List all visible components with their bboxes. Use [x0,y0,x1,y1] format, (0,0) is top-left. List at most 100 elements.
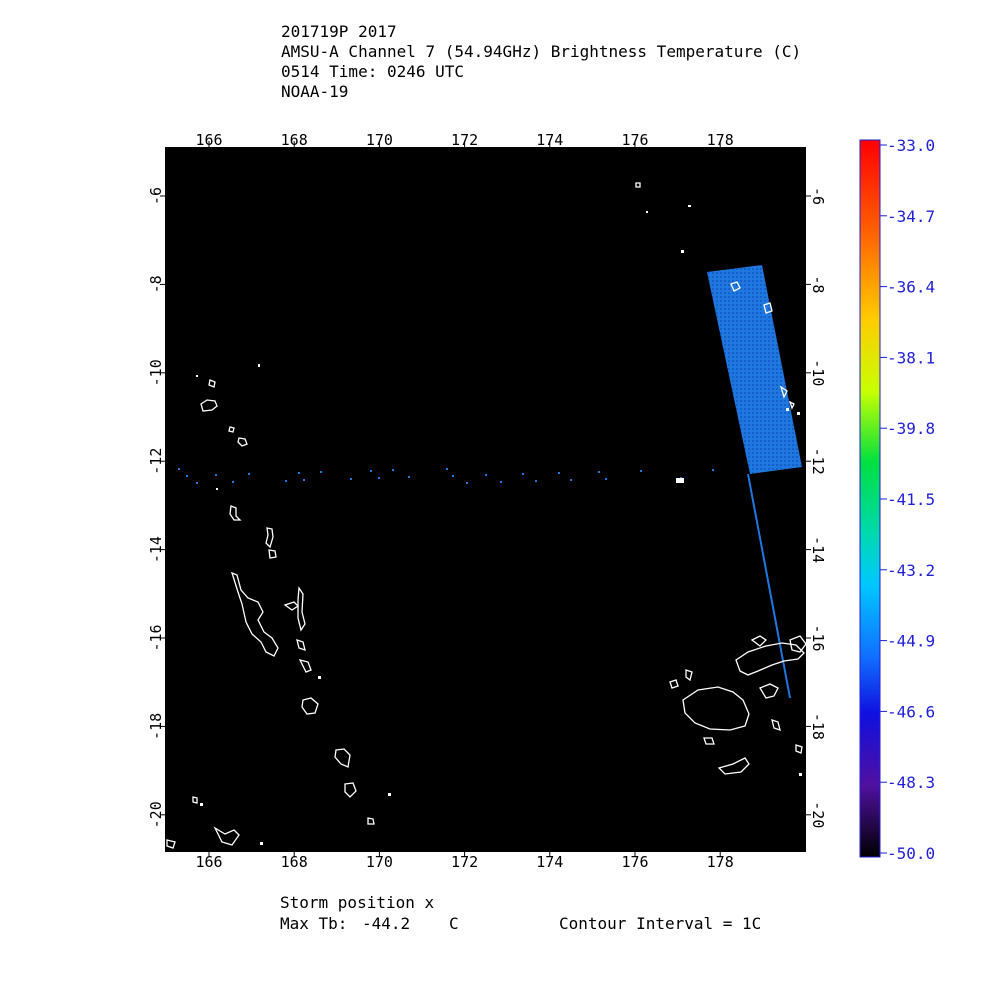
swath-pixel [232,481,234,483]
island-outline [265,527,274,549]
island-outline [296,639,306,651]
island-specks [196,205,802,845]
swath-pixel [500,481,502,483]
colorbar-tick-label: -44.9 [887,632,935,651]
island-outline [789,635,807,653]
swath-block [707,265,802,474]
swath-pixel [378,477,380,479]
lon-tick-label: 170 [366,853,393,871]
swath-pixel [605,478,607,480]
lon-tick-label: 172 [451,853,478,871]
island-outline [228,426,235,433]
lon-tick-label: 178 [707,853,734,871]
island-outline [213,826,240,846]
island-outline [795,744,803,754]
island-outline [759,683,779,699]
island-outline [779,385,788,399]
contour-interval-label: Contour Interval = 1C [559,914,762,933]
colorbar-tick-label: -41.5 [887,490,935,509]
colorbar-tick-label: -36.4 [887,278,935,297]
swath-pixel [320,471,322,473]
lon-tick-label: 178 [707,131,734,149]
island-outline [230,571,279,657]
lat-tick-label: -16 [147,624,165,651]
lat-tick-label: -8 [809,275,827,293]
island-outline [229,505,242,521]
swath-pixel [392,469,394,471]
swath-pixel [186,475,188,477]
island-outline [771,719,781,731]
lon-tick-label: 174 [536,853,563,871]
storm-id-title: 201719P 2017 [281,22,397,41]
swath-pixel [215,474,217,476]
island-outline [166,839,176,849]
island-outline [750,635,768,647]
swath-pixel [196,482,198,484]
lon-tick-label: 176 [621,853,648,871]
swath-pixel [446,468,448,470]
island-outline [192,796,198,804]
lat-tick-label: -20 [147,801,165,828]
lat-tick-label: -12 [809,448,827,475]
lat-tick-label: -18 [147,713,165,740]
island-outline [788,400,795,410]
island-outline [703,737,715,745]
lon-tick-label: 176 [621,131,648,149]
swath-pixel [598,471,600,473]
island-outline [367,817,375,825]
island-outline [735,642,805,676]
lat-tick-label: -20 [809,801,827,828]
map-area [165,147,806,852]
colorbar-tick-label: -38.1 [887,348,935,367]
colorbar-tick-label: -34.7 [887,207,935,226]
swath-pixel [303,479,305,481]
colorbar-tick-label: -46.6 [887,702,935,721]
lon-tick-label: 172 [451,131,478,149]
lat-tick-label: -16 [809,624,827,651]
swath-pixel [485,474,487,476]
lat-tick-label: -6 [147,187,165,205]
lon-tick-label: 168 [281,853,308,871]
island-outline [237,437,248,447]
island-outline [763,302,773,314]
swath-pixel [178,468,180,470]
lat-tick-label: -8 [147,275,165,293]
colorbar-ticks: -33.0 -34.7 -36.4 -38.1 -39.8 -41.5 -43.2 -44.9… [880,136,935,863]
island-outline [682,686,750,731]
longitude-ticks-top: 166 168 170 172 174 176 178 [195,131,733,149]
swath-pixel [570,479,572,481]
swath-pixel [558,472,560,474]
island-outline [730,281,741,292]
swath-pixel [466,482,468,484]
plot-header: 201719P 2017 AMSU-A Channel 7 (54.94GHz)… [281,22,801,102]
lon-tick-label: 166 [195,853,222,871]
longitude-ticks-bottom: 166 168 170 172 174 176 178 [195,852,734,871]
lon-tick-label: 170 [366,131,393,149]
swath-pixel [535,480,537,482]
lat-tick-label: -10 [809,359,827,386]
island-outline [669,679,679,689]
island-outline [635,182,641,188]
satellite-title: NOAA-19 [281,82,349,101]
lat-tick-label: -10 [147,359,165,386]
island-outline [334,748,351,768]
colorbar-tick-label: -39.8 [887,419,935,438]
lat-tick-label: -18 [809,713,827,740]
lon-tick-label: 174 [536,131,563,149]
time-title: 0514 Time: 0246 UTC [281,62,465,81]
channel-title: AMSU-A Channel 7 (54.94GHz) Brightness T… [281,42,802,61]
island-outline [717,757,750,775]
latitude-ticks-right: -6 -8 -10 -12 -14 -16 -18 -20 [806,187,827,828]
colorbar-tick-label: -43.2 [887,561,935,580]
swath-pixel [640,470,642,472]
max-tb-unit: C [449,914,459,933]
colorbar-tick-label: -33.0 [887,136,935,155]
swath-pixel [712,469,714,471]
island-outline [298,659,312,673]
island-outline [344,782,357,798]
colorbar-tick-label: -48.3 [887,773,935,792]
lon-tick-label: 166 [195,131,222,149]
island-outline [301,697,319,715]
colorbar [859,139,881,858]
lon-tick-label: 168 [281,131,308,149]
